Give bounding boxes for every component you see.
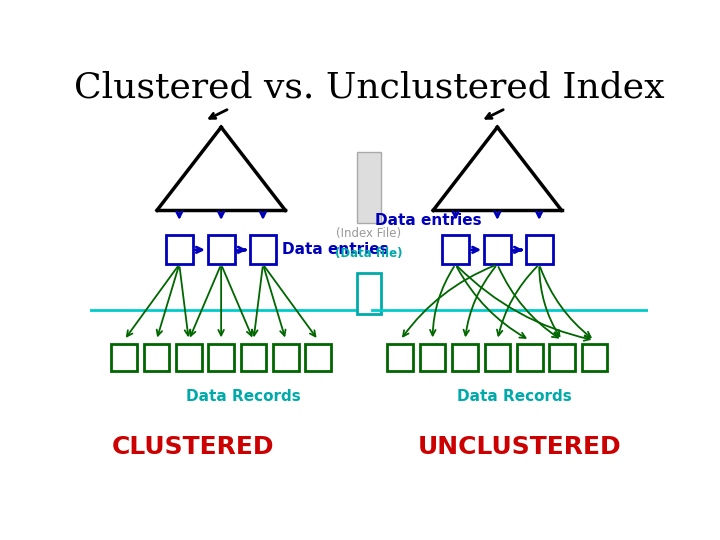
Bar: [240, 345, 266, 372]
Bar: [485, 345, 510, 372]
Text: (Data file): (Data file): [336, 247, 402, 260]
Bar: [356, 152, 382, 223]
Text: Data entries: Data entries: [282, 242, 389, 258]
Bar: [420, 345, 446, 372]
Bar: [208, 345, 234, 372]
Bar: [208, 235, 235, 265]
Text: (Index File): (Index File): [336, 227, 402, 240]
Bar: [452, 345, 478, 372]
Bar: [143, 345, 169, 372]
Bar: [442, 235, 469, 265]
Bar: [526, 235, 552, 265]
Bar: [582, 345, 607, 372]
Bar: [356, 273, 382, 314]
Bar: [273, 345, 299, 372]
Bar: [305, 345, 331, 372]
Text: Data entries: Data entries: [375, 213, 482, 228]
Bar: [166, 235, 193, 265]
Bar: [549, 345, 575, 372]
Bar: [484, 235, 510, 265]
Bar: [517, 345, 543, 372]
Text: Clustered vs. Unclustered Index: Clustered vs. Unclustered Index: [73, 71, 665, 105]
Text: UNCLUSTERED: UNCLUSTERED: [418, 435, 621, 460]
Text: Data Records: Data Records: [186, 389, 301, 404]
Text: Data Records: Data Records: [456, 389, 572, 404]
Bar: [250, 235, 276, 265]
Bar: [111, 345, 137, 372]
Text: CLUSTERED: CLUSTERED: [112, 435, 274, 460]
Bar: [387, 345, 413, 372]
Bar: [176, 345, 202, 372]
